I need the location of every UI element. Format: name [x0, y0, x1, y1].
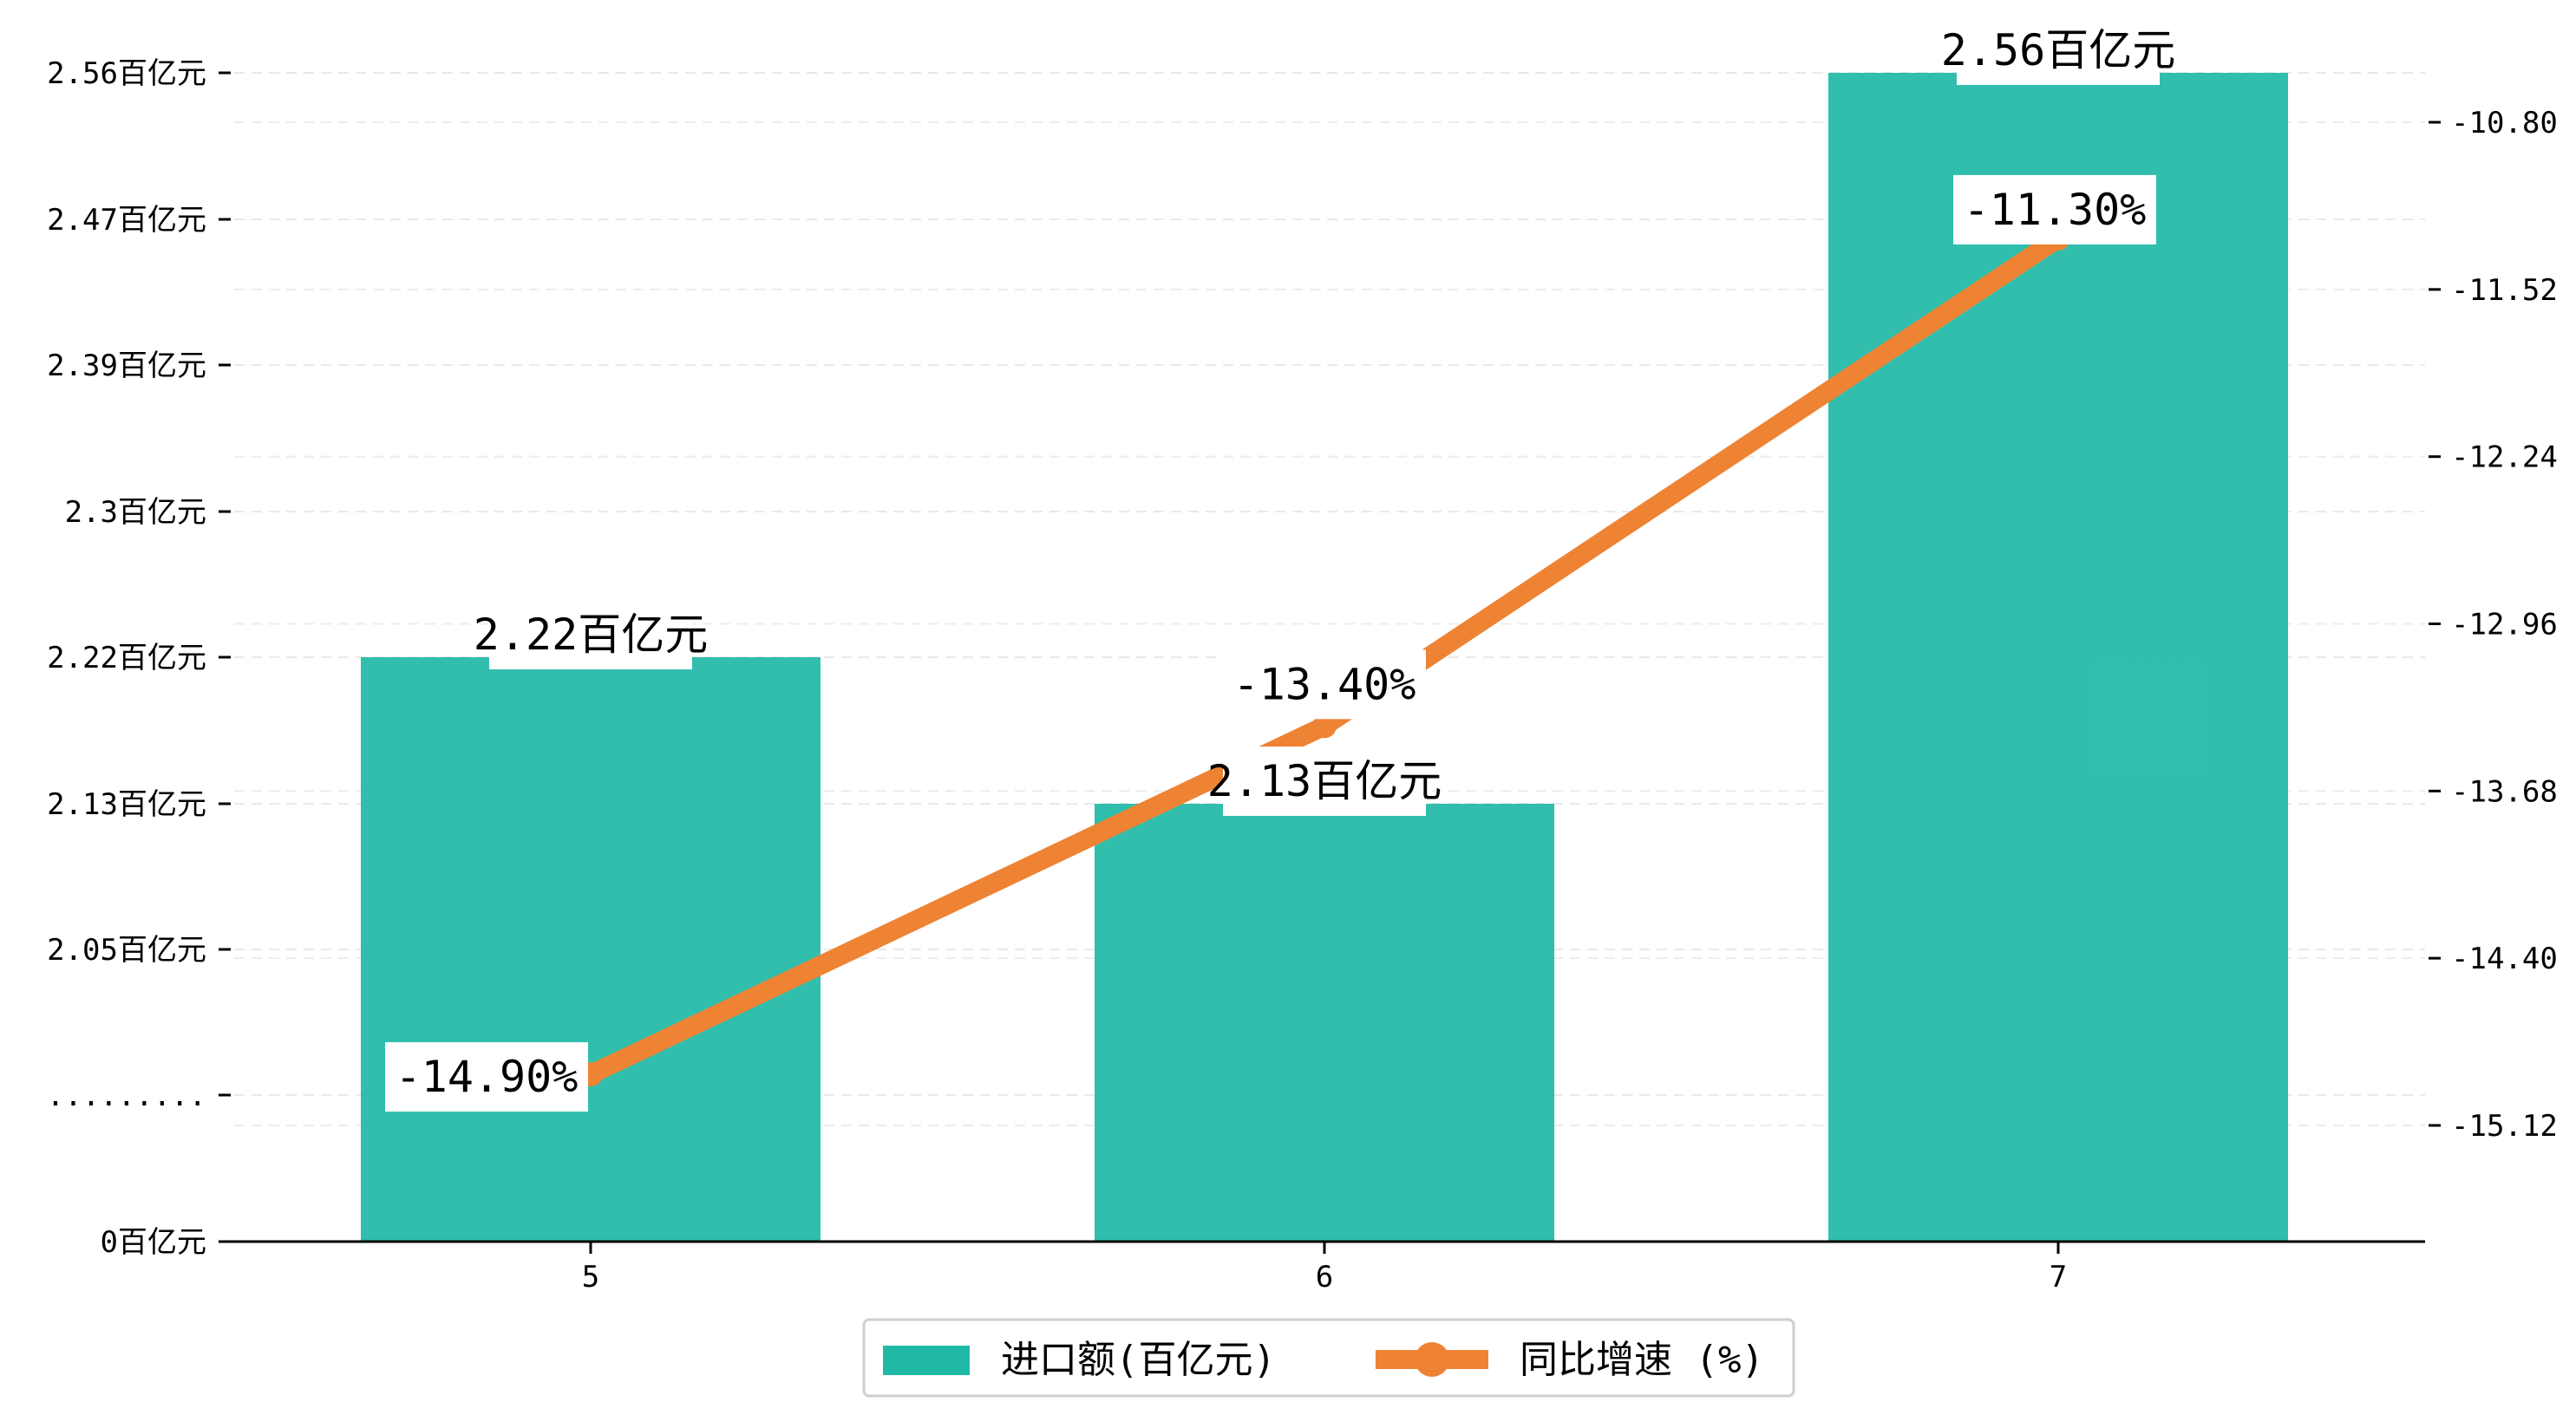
y-right-tick-label: -10.80	[2451, 106, 2558, 140]
legend-bar-label: 进口额(百亿元)	[1001, 1338, 1276, 1382]
y-right-tick-label: -13.68	[2451, 774, 2558, 809]
y-left-tick-label: 2.13百亿元	[47, 787, 206, 822]
legend: 进口额(百亿元) 同比增速 (%)	[862, 1318, 1795, 1398]
y-left-tick-label: 0百亿元	[101, 1225, 206, 1260]
x-tick-label: 7	[2050, 1260, 2067, 1294]
y-left-tick-label: 2.56百亿元	[47, 56, 206, 91]
y-right-tick-label: -12.96	[2451, 608, 2558, 642]
bar-value-label-bg	[1223, 747, 1426, 816]
bar	[361, 657, 821, 1242]
y-right-tick-label: -15.12	[2451, 1109, 2558, 1144]
line-value-label-bg	[1223, 649, 1426, 720]
y-left-tick-label: 2.3百亿元	[65, 495, 206, 530]
line-value-label: -13.40%	[1233, 659, 1416, 709]
legend-line-label: 同比增速 (%)	[1520, 1338, 1764, 1382]
bar	[1828, 73, 2288, 1242]
legend-bar-swatch	[883, 1346, 970, 1375]
line-value-label-bg	[1953, 174, 2156, 245]
line-value-label-bg	[385, 1042, 588, 1112]
line-value-label: -14.90%	[396, 1052, 579, 1102]
legend-box	[862, 1318, 1795, 1398]
y-left-tick-label: 2.22百亿元	[47, 641, 206, 675]
legend-line-marker	[1415, 1342, 1449, 1377]
y-right-tick-label: -14.40	[2451, 942, 2558, 976]
bar-series	[361, 73, 2288, 1242]
axes: 0百亿元......... 2.05百亿元 2.13百亿元 2.22百亿元 2.3百亿元…	[47, 56, 2558, 1294]
bar-value-label-bg	[489, 600, 692, 669]
y-left-tick-label: 2.39百亿元	[47, 349, 206, 383]
x-tick-label: 5	[582, 1260, 599, 1294]
data-labels: 2.22百亿元 2.13百亿元 2.56百亿元 -14.90% -13.40% -11.3…	[385, 16, 2175, 1112]
x-tick-label: 6	[1316, 1260, 1333, 1294]
line-point	[1312, 714, 1337, 739]
bar-value-label-bg	[1957, 16, 2160, 85]
line-value-label: -11.30%	[1964, 185, 2147, 235]
y-left-tick-label: .........	[47, 1079, 206, 1113]
y-left-tick-label: 2.05百亿元	[47, 933, 206, 968]
bar-value-label: 2.56百亿元	[1941, 25, 2175, 75]
y-right-tick-label: -12.24	[2451, 440, 2558, 475]
bar-value-label: 2.22百亿元	[474, 610, 708, 660]
bar-value-label: 2.13百亿元	[1207, 756, 1442, 806]
y-right-tick-label: -11.52	[2451, 273, 2558, 308]
bar	[1095, 804, 1554, 1242]
y-left-tick-label: 2.47百亿元	[47, 203, 206, 238]
